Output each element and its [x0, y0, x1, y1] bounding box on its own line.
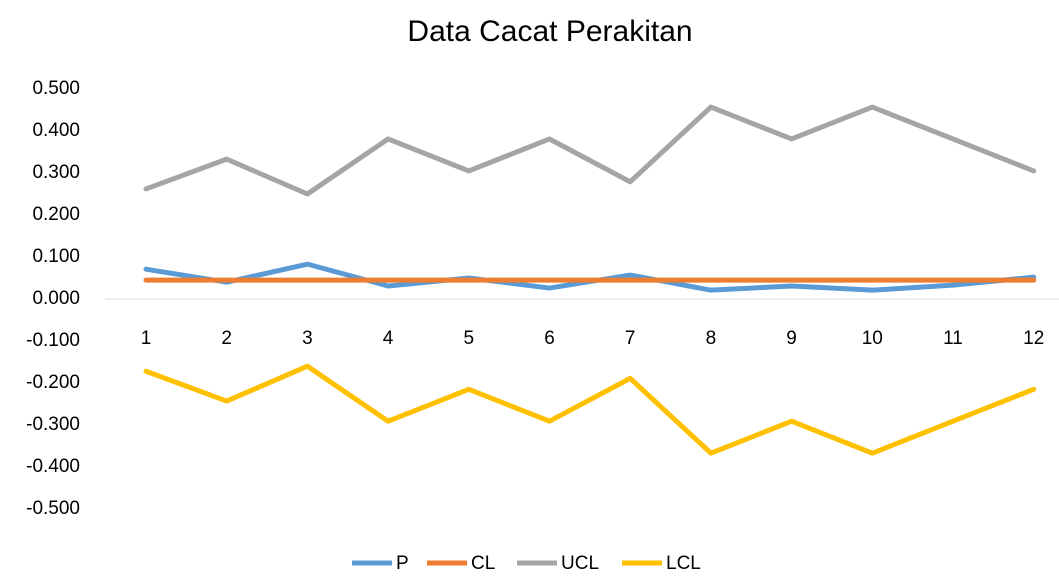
y-tick-label: -0.200 — [26, 372, 80, 393]
legend-label: P — [396, 553, 409, 574]
x-tick-label: 9 — [786, 328, 797, 349]
x-tick-label: 10 — [862, 328, 883, 349]
x-tick-label: 1 — [141, 328, 152, 349]
x-tick-label: 8 — [706, 328, 717, 349]
x-tick-label: 11 — [943, 328, 963, 349]
legend-label: LCL — [666, 553, 701, 574]
y-tick-label: 0.500 — [32, 78, 80, 99]
legend-label: CL — [471, 553, 495, 574]
x-tick-label: 4 — [383, 328, 394, 349]
x-tick-label: 12 — [1023, 328, 1044, 349]
y-tick-label: 0.000 — [32, 288, 80, 309]
y-tick-label: -0.100 — [26, 330, 80, 351]
y-tick-label: 0.400 — [32, 120, 80, 141]
x-tick-label: 5 — [464, 328, 475, 349]
series-line — [143, 104, 1037, 197]
y-tick-label: 0.100 — [32, 246, 80, 267]
chart-title: Data Cacat Perakitan — [407, 15, 692, 48]
x-tick-label: 3 — [302, 328, 313, 349]
x-tick-label: 2 — [221, 328, 232, 349]
y-tick-label: -0.300 — [26, 414, 80, 435]
series-line — [143, 363, 1037, 456]
series-line — [143, 261, 1037, 293]
y-tick-label: -0.400 — [26, 456, 80, 477]
x-tick-label: 6 — [544, 328, 555, 349]
legend-label: UCL — [561, 553, 599, 574]
x-tick-label: 7 — [625, 328, 636, 349]
y-tick-label: 0.200 — [32, 204, 80, 225]
y-tick-label: -0.500 — [26, 498, 80, 519]
y-tick-label: 0.300 — [32, 162, 80, 183]
